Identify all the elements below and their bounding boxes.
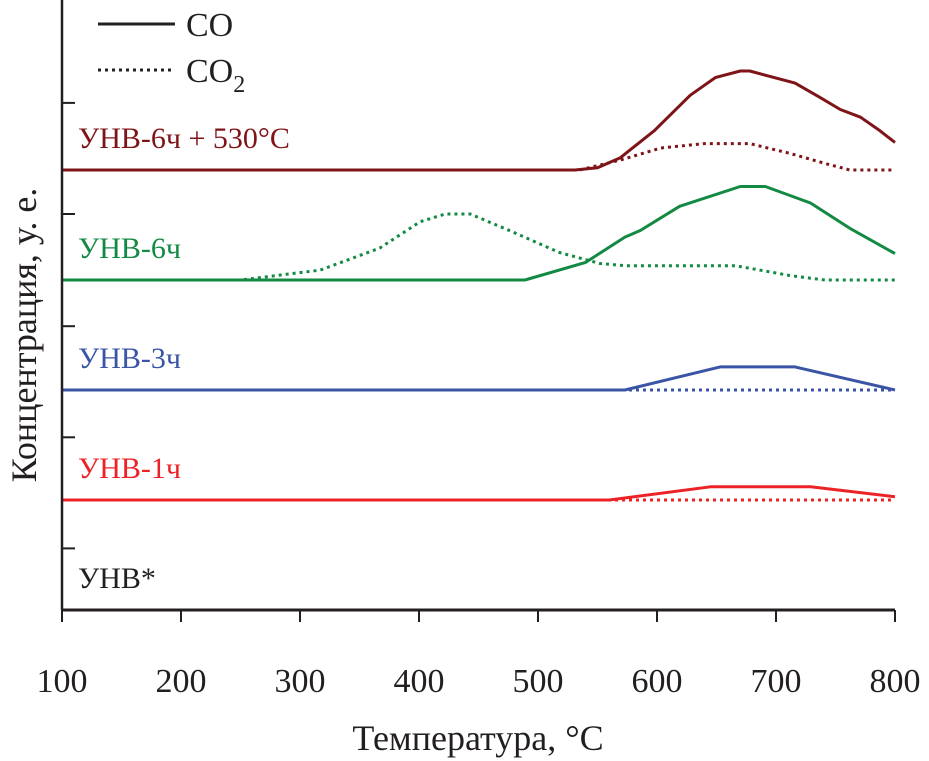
series-label: УНВ-6ч: [78, 232, 181, 265]
x-tick-label: 200: [156, 663, 207, 700]
series-label: УНВ-1ч: [78, 452, 181, 485]
x-axis-label: Температура, °C: [352, 718, 603, 758]
series-label: УНВ*: [78, 562, 156, 595]
x-tick-label: 100: [37, 663, 88, 700]
legend-co2-subscript: 2: [233, 72, 245, 98]
legend-co2-label: CO2: [186, 53, 245, 98]
series-label: УНВ-6ч + 530°C: [78, 122, 290, 155]
series-line-co-2: [62, 185, 896, 282]
series-line-co-6: [62, 485, 896, 502]
series-line-co-4: [62, 365, 896, 392]
y-axis-label: Концентрация, у. е.: [4, 188, 44, 483]
x-tick-label: 500: [513, 663, 564, 700]
series-line-co-0: [62, 69, 896, 172]
labels: УНВ-6ч + 530°C УНВ-6ч УНВ-3ч УНВ-1ч УНВ*: [78, 122, 290, 595]
series-line-co2-3: [62, 212, 895, 282]
x-tick-label: 700: [751, 663, 802, 700]
x-tick-label: 300: [275, 663, 326, 700]
legend: CO CO2: [98, 7, 245, 98]
x-tick-label: 400: [394, 663, 445, 700]
legend-co2-text: CO: [186, 53, 233, 90]
x-tick-label: 800: [870, 663, 921, 700]
series-label: УНВ-3ч: [78, 342, 181, 375]
legend-co-label: CO: [186, 7, 233, 44]
x-tick-label: 600: [632, 663, 683, 700]
axes: 100 200 300 400 500 600 700 800: [37, 0, 921, 700]
